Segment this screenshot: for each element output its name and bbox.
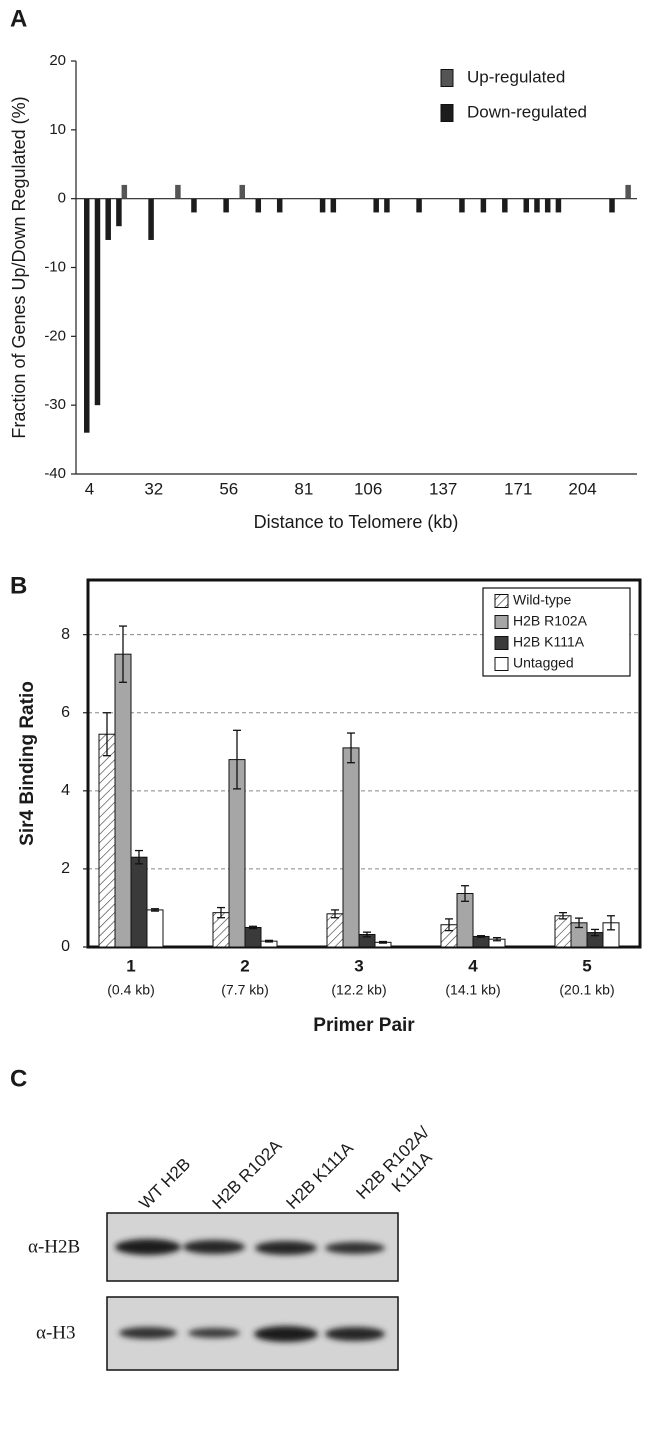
y-tick-label: 8 bbox=[61, 626, 70, 643]
x-tick-label: 106 bbox=[354, 479, 382, 498]
bar bbox=[256, 199, 262, 213]
x-tick-label: 4 bbox=[468, 956, 478, 975]
legend-swatch bbox=[441, 105, 453, 122]
lane-label: H2B R102A bbox=[209, 1136, 286, 1213]
x-axis-title: Primer Pair bbox=[313, 1015, 415, 1036]
x-sublabel: (0.4 kb) bbox=[107, 982, 154, 998]
x-tick-label: 56 bbox=[219, 479, 238, 498]
bar bbox=[609, 199, 615, 213]
bar bbox=[327, 914, 343, 947]
y-axis-title: Sir4 Binding Ratio bbox=[17, 681, 38, 846]
bar bbox=[122, 185, 128, 199]
bar bbox=[116, 199, 122, 227]
legend-label: H2B R102A bbox=[513, 613, 588, 629]
bar bbox=[416, 199, 422, 213]
bar bbox=[277, 199, 283, 213]
legend-label: Untagged bbox=[513, 655, 574, 671]
lane-text: H2B K111A bbox=[283, 1138, 358, 1213]
x-tick-label: 32 bbox=[144, 479, 163, 498]
bar bbox=[384, 199, 390, 213]
x-sublabel: (14.1 kb) bbox=[445, 982, 500, 998]
x-axis-title: Distance to Telomere (kb) bbox=[254, 512, 459, 532]
bar bbox=[473, 936, 489, 947]
legend-swatch bbox=[495, 637, 508, 650]
x-tick-label: 2 bbox=[240, 956, 249, 975]
y-tick-label: 10 bbox=[49, 121, 66, 138]
blot-strip bbox=[107, 1297, 398, 1370]
y-axis-title: Fraction of Genes Up/Down Regulated (%) bbox=[9, 96, 29, 438]
bar bbox=[524, 199, 530, 213]
legend-label: Up-regulated bbox=[467, 67, 565, 86]
lane-label: H2B K111A bbox=[283, 1138, 358, 1213]
y-tick-label: -10 bbox=[44, 258, 66, 275]
bar bbox=[223, 199, 229, 213]
y-tick-label: 6 bbox=[61, 704, 70, 721]
x-tick-label: 3 bbox=[354, 956, 363, 975]
bar bbox=[148, 199, 154, 240]
row-label: α-H2B bbox=[28, 1236, 80, 1257]
bar bbox=[556, 199, 562, 213]
bar bbox=[131, 857, 147, 947]
x-tick-label: 81 bbox=[294, 479, 313, 498]
y-tick-label: 20 bbox=[49, 52, 66, 69]
x-sublabel: (7.7 kb) bbox=[221, 982, 268, 998]
bar bbox=[320, 199, 326, 213]
bar bbox=[459, 199, 465, 213]
bar bbox=[99, 734, 115, 947]
panel-label: A bbox=[10, 5, 27, 32]
page: {"chart_data": [ {"type": "bar", "label"… bbox=[0, 0, 650, 1432]
figure: C WT H2B H2B R102A H2B K111A H2B R102A/ … bbox=[0, 0, 650, 1432]
y-tick-label: 0 bbox=[61, 938, 70, 955]
x-sublabel: (12.2 kb) bbox=[331, 982, 386, 998]
bar bbox=[245, 927, 261, 947]
x-sublabel: (20.1 kb) bbox=[559, 982, 614, 998]
x-tick-label: 4 bbox=[85, 479, 94, 498]
bar bbox=[331, 199, 337, 213]
bar bbox=[95, 199, 101, 406]
x-tick-label: 171 bbox=[504, 479, 532, 498]
legend-swatch bbox=[495, 616, 508, 629]
bar bbox=[625, 185, 631, 199]
y-tick-label: -20 bbox=[44, 327, 66, 344]
panel-label: C bbox=[10, 1065, 27, 1092]
bar bbox=[105, 199, 111, 240]
bar bbox=[147, 910, 163, 947]
x-tick-label: 5 bbox=[582, 956, 591, 975]
x-tick-label: 1 bbox=[126, 956, 135, 975]
bar bbox=[175, 185, 181, 199]
bar bbox=[115, 654, 131, 947]
bar bbox=[545, 199, 551, 213]
lane-label: WT H2B bbox=[136, 1154, 195, 1213]
lane-label: H2B R102A/ K111A bbox=[353, 1123, 448, 1218]
bar bbox=[534, 199, 540, 213]
x-tick-label: 204 bbox=[568, 479, 596, 498]
bar bbox=[343, 748, 359, 947]
bar bbox=[373, 199, 379, 213]
legend-label: H2B K111A bbox=[513, 634, 585, 650]
legend-swatch bbox=[495, 658, 508, 671]
bar bbox=[555, 916, 571, 947]
y-tick-label: 0 bbox=[58, 190, 66, 207]
legend-label: Wild-type bbox=[513, 592, 572, 608]
bar bbox=[239, 185, 245, 199]
panel-label: B bbox=[10, 572, 27, 599]
y-tick-label: -40 bbox=[44, 465, 66, 482]
legend-label: Down-regulated bbox=[467, 102, 587, 121]
lane-text: WT H2B bbox=[136, 1154, 195, 1213]
bar bbox=[84, 199, 90, 433]
bar bbox=[191, 199, 197, 213]
lane-text: H2B R102A bbox=[209, 1136, 286, 1213]
y-tick-label: 2 bbox=[61, 860, 70, 877]
bar bbox=[502, 199, 508, 213]
legend-swatch bbox=[495, 595, 508, 608]
bar bbox=[481, 199, 487, 213]
y-tick-label: -30 bbox=[44, 396, 66, 413]
y-tick-label: 4 bbox=[61, 782, 70, 799]
legend-swatch bbox=[441, 70, 453, 87]
x-tick-label: 137 bbox=[429, 479, 457, 498]
blot-strip bbox=[107, 1213, 398, 1281]
row-label: α-H3 bbox=[36, 1322, 76, 1343]
